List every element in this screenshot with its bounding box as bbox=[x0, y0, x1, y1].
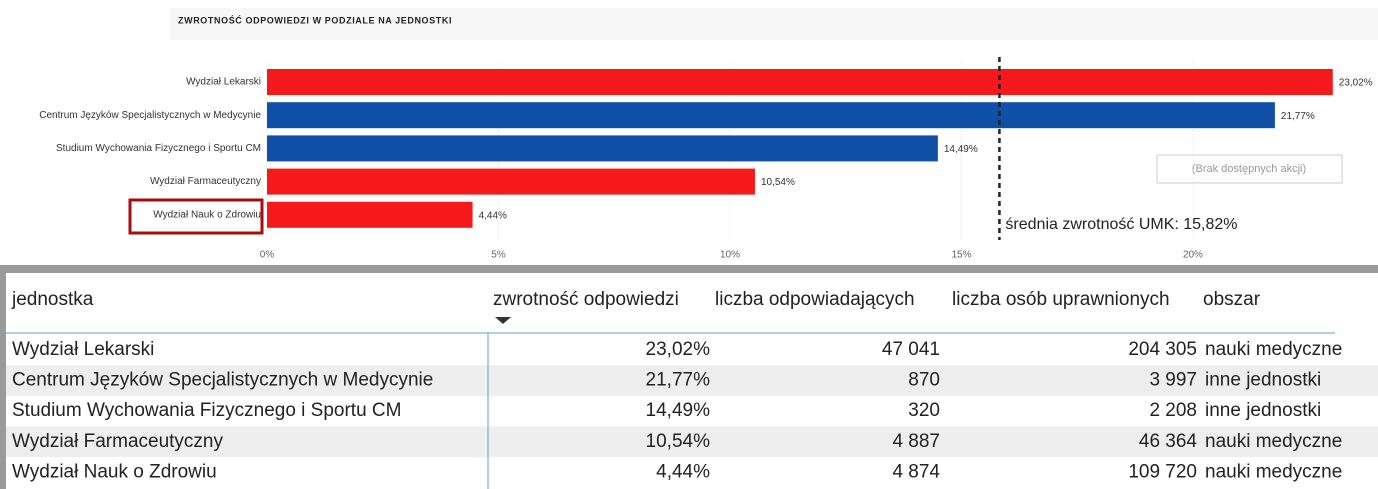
separator bbox=[0, 265, 1378, 273]
value-label: 10,54% bbox=[761, 177, 795, 188]
x-tick-label: 5% bbox=[491, 250, 506, 261]
table-cell: 4 874 bbox=[892, 461, 940, 482]
tooltip bbox=[1156, 154, 1343, 184]
sort-arrow bbox=[495, 317, 511, 324]
table-border bbox=[0, 273, 6, 489]
table-cell: 14,49% bbox=[646, 400, 711, 421]
table-cell: 23,02% bbox=[646, 339, 711, 360]
table-cell: 3 997 bbox=[1149, 370, 1197, 391]
x-tick-label: 0% bbox=[260, 250, 275, 261]
table-cell: nauki medyczne bbox=[1205, 431, 1342, 452]
reference-label: średnia zwrotność UMK: 15,82% bbox=[1005, 216, 1237, 233]
value-label: 14,49% bbox=[944, 144, 978, 155]
table-cell: 109 720 bbox=[1128, 461, 1197, 482]
table-cell: Wydział Nauk o Zdrowiu bbox=[12, 461, 217, 482]
title-band bbox=[170, 8, 1378, 40]
table-cell: 21,77% bbox=[646, 370, 711, 391]
table-cell: nauki medyczne bbox=[1205, 461, 1342, 482]
table-cell: 204 305 bbox=[1128, 339, 1197, 360]
column-header: obszar bbox=[1203, 289, 1261, 310]
table-cell: inne jednostki bbox=[1205, 400, 1321, 421]
y-tick-label: Wydział Farmaceutyczny bbox=[150, 176, 261, 187]
table-cell: 2 208 bbox=[1149, 400, 1197, 421]
table-cell: 10,54% bbox=[646, 431, 711, 452]
y-tick-label: Wydział Nauk o Zdrowiu bbox=[153, 209, 261, 220]
table-cell: 4 887 bbox=[892, 431, 940, 452]
column-header: liczba osób uprawnionych bbox=[952, 289, 1170, 310]
y-tick-label: Studium Wychowania Fizycznego i Sportu C… bbox=[56, 143, 261, 154]
tooltip-text: (Brak dostępnych akcji) bbox=[1192, 163, 1306, 175]
row-background bbox=[6, 426, 1378, 458]
column-header: jednostka bbox=[11, 289, 94, 310]
y-tick-label: Wydział Lekarski bbox=[186, 77, 261, 88]
bar bbox=[267, 102, 1275, 129]
highlight-box bbox=[128, 198, 264, 235]
chart-title: ZWROTNOŚĆ ODPOWIEDZI W PODZIALE NA JEDNO… bbox=[178, 14, 452, 25]
x-tick-label: 10% bbox=[720, 250, 740, 261]
row-background bbox=[6, 365, 1378, 396]
column-header: zwrotność odpowiedzi bbox=[493, 289, 679, 310]
table-cell: Studium Wychowania Fizycznego i Sportu C… bbox=[12, 400, 401, 421]
table-cell: Wydział Lekarski bbox=[12, 339, 154, 360]
column-header: liczba odpowiadających bbox=[715, 289, 915, 310]
table-cell: 47 041 bbox=[882, 339, 940, 360]
bar bbox=[267, 69, 1333, 95]
bar bbox=[267, 135, 938, 162]
x-tick-label: 15% bbox=[951, 250, 971, 261]
table-cell: Centrum Języków Specjalistycznych w Medy… bbox=[12, 370, 433, 391]
table-cell: 4,44% bbox=[656, 461, 710, 482]
table-cell: Wydział Farmaceutyczny bbox=[12, 431, 223, 452]
table-cell: 46 364 bbox=[1139, 431, 1198, 452]
value-label: 21,77% bbox=[1281, 111, 1315, 122]
value-label: 23,02% bbox=[1339, 78, 1373, 89]
table-cell: 870 bbox=[908, 370, 940, 391]
table-cell: nauki medyczne bbox=[1205, 339, 1342, 360]
table-cell: inne jednostki bbox=[1205, 370, 1321, 391]
bar bbox=[267, 168, 755, 195]
x-tick-label: 20% bbox=[1183, 250, 1203, 261]
table-cell: 320 bbox=[908, 400, 940, 421]
bar bbox=[267, 201, 473, 228]
value-label: 4,44% bbox=[479, 210, 507, 221]
y-tick-label: Centrum Języków Specjalistycznych w Medy… bbox=[39, 110, 261, 121]
